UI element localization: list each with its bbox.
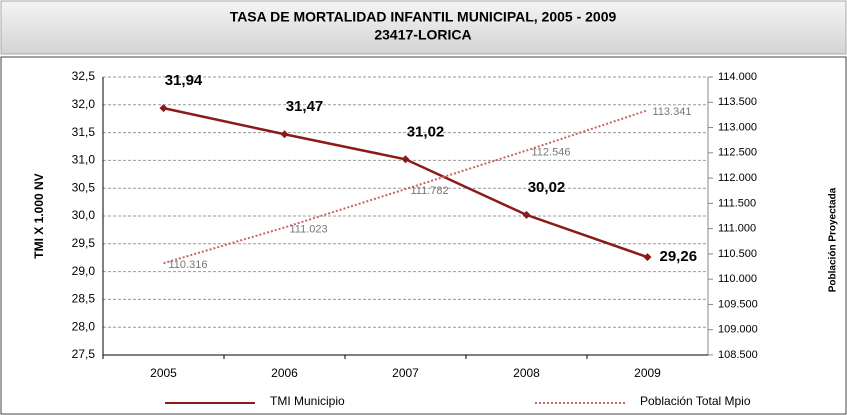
x-tick-label: 2009	[634, 366, 661, 380]
point	[643, 253, 652, 262]
chart-subtitle: 23417-LORICA	[374, 27, 471, 43]
value-label: 111.782	[411, 185, 449, 197]
y-tick-label: 32,0	[72, 97, 96, 111]
y-tick-label: 32,5	[72, 69, 96, 83]
value-label: 31,94	[165, 72, 203, 89]
y-tick-label: 31,5	[72, 125, 96, 139]
legend-label: Población Total Mpio	[640, 394, 751, 408]
value-label: 31,02	[407, 123, 445, 140]
y2-tick-label: 110.500	[718, 248, 757, 260]
y-tick-label: 27,5	[72, 347, 96, 361]
y2-tick-label: 108.500	[718, 349, 758, 361]
point	[280, 130, 289, 139]
y2-tick-label: 112.500	[718, 147, 757, 159]
y-tick-label: 30,0	[72, 208, 96, 222]
value-label: 31,47	[286, 98, 324, 115]
legend-label: TMI Municipio	[270, 394, 345, 408]
value-label: 112.546	[532, 146, 571, 158]
chart-title: TASA DE MORTALIDAD INFANTIL MUNICIPAL, 2…	[230, 9, 617, 25]
series-line	[163, 109, 648, 265]
point	[522, 210, 531, 219]
value-label: 110.316	[169, 259, 208, 271]
x-tick-label: 2006	[271, 366, 298, 380]
y2-tick-label: 112.000	[718, 172, 757, 184]
y-tick-label: 29,0	[72, 264, 96, 278]
x-tick-label: 2008	[513, 366, 540, 380]
y2-tick-label: 111.000	[718, 223, 756, 235]
y-axis-label: TMI X 1.000 NV	[32, 173, 46, 258]
point	[401, 155, 410, 164]
x-tick-label: 2005	[150, 366, 177, 380]
y2-tick-label: 110.000	[718, 273, 757, 285]
value-label: 113.341	[653, 106, 692, 118]
y-tick-label: 30,5	[72, 180, 96, 194]
y-tick-label: 28,5	[72, 292, 96, 306]
y2-tick-label: 113.500	[718, 96, 757, 108]
y2-tick-label: 114.000	[718, 71, 757, 83]
y2-tick-label: 111.500	[718, 197, 756, 209]
title-box	[0, 0, 847, 55]
y2-tick-label: 109.500	[718, 298, 758, 310]
value-label: 29,26	[660, 248, 698, 265]
y2-axis-label: Población Proyectada	[828, 187, 839, 292]
value-label: 111.023	[290, 223, 328, 235]
y2-tick-label: 113.000	[718, 121, 757, 133]
y-tick-label: 29,5	[72, 236, 96, 250]
value-label: 30,02	[528, 179, 566, 196]
y2-tick-label: 109.000	[718, 324, 758, 336]
y-tick-label: 28,0	[72, 319, 96, 333]
y-tick-label: 31,0	[72, 153, 96, 167]
point	[159, 104, 168, 113]
x-tick-label: 2007	[392, 366, 419, 380]
